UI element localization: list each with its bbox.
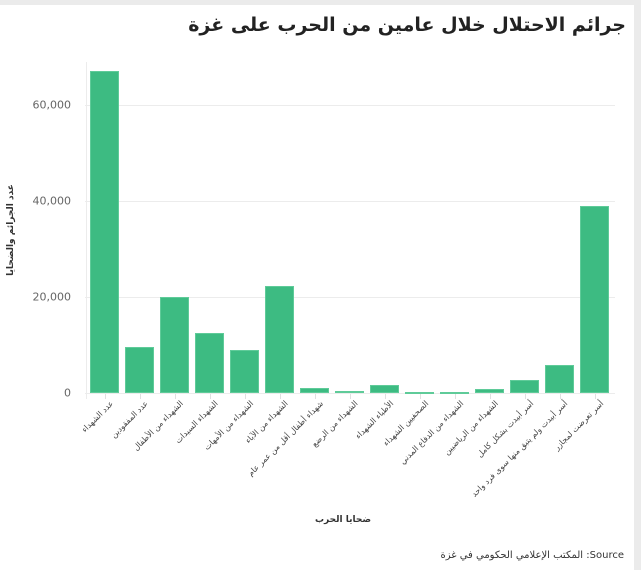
- x-tick: [209, 394, 211, 399]
- x-tick: [524, 394, 526, 399]
- x-tick: [279, 394, 281, 399]
- gridline: [85, 297, 615, 298]
- bar[interactable]: [510, 380, 539, 393]
- x-tick: [314, 394, 316, 399]
- x-tick: [594, 394, 596, 399]
- x-tick: [419, 394, 421, 399]
- bar[interactable]: [90, 71, 119, 393]
- bar[interactable]: [230, 350, 259, 393]
- bar[interactable]: [405, 391, 434, 394]
- bar[interactable]: [370, 385, 399, 393]
- y-axis-line: [86, 62, 87, 399]
- gridline: [85, 105, 615, 106]
- bar[interactable]: [440, 392, 469, 395]
- bar[interactable]: [160, 297, 189, 393]
- bar[interactable]: [580, 205, 609, 393]
- y-tick-label: 20,000: [32, 290, 72, 304]
- x-axis-label: ضحايا الحرب: [314, 515, 372, 525]
- bar[interactable]: [335, 390, 364, 393]
- source-label: المكتب الإعلامي الحكومي في غزة :Source: [440, 550, 624, 561]
- x-tick: [104, 394, 106, 399]
- y-tick-label: 60,000: [32, 98, 72, 112]
- bar[interactable]: [475, 388, 504, 393]
- x-tick: [384, 394, 386, 399]
- gridline: [85, 201, 615, 202]
- y-axis-label: عدد الجرائم والضحايا: [6, 184, 16, 276]
- x-tick: [559, 394, 561, 399]
- x-tick: [349, 394, 351, 399]
- x-tick: [244, 394, 246, 399]
- bar[interactable]: [300, 388, 329, 393]
- x-tick: [454, 394, 456, 399]
- x-category-label: الشهداء من الدفاع المدني: [397, 399, 465, 467]
- x-category-label: عدد الشهداء: [79, 399, 115, 435]
- y-tick-label: 40,000: [32, 194, 72, 208]
- chart-card: جرائم الاحتلال خلال عامين من الحرب على غ…: [0, 5, 634, 570]
- bar[interactable]: [125, 347, 154, 393]
- chart-title: جرائم الاحتلال خلال عامين من الحرب على غ…: [188, 14, 626, 36]
- plot-area: عدد الجرائم والضحايا ضحايا الحرب 0 20,000…: [0, 5, 634, 570]
- bar[interactable]: [265, 285, 294, 393]
- bar[interactable]: [195, 333, 224, 393]
- x-tick: [489, 394, 491, 399]
- x-tick: [174, 394, 176, 399]
- y-tick-label: 0: [64, 386, 71, 400]
- gridline: [85, 393, 615, 394]
- bar[interactable]: [545, 364, 574, 393]
- x-tick: [139, 394, 141, 399]
